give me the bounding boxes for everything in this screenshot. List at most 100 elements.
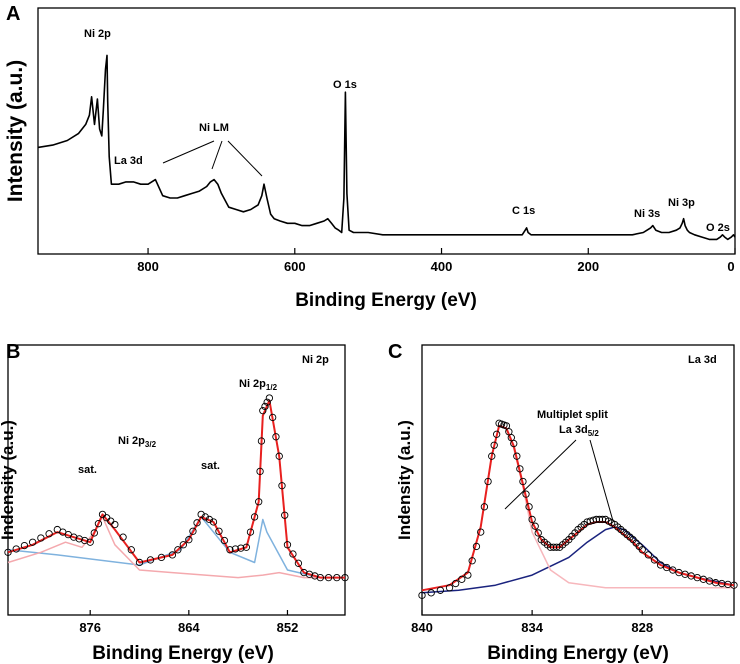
panel-c-data-point (528, 515, 536, 524)
panel-c-xtick-label: 834 (521, 620, 543, 635)
panel-c-data-point (436, 586, 445, 594)
panel-b-data-point (86, 538, 94, 546)
panel-b-data-point (283, 541, 292, 549)
panel-c-data-point (513, 452, 521, 460)
label-la3d: La 3d (114, 155, 143, 167)
panel-c-xlabel: Binding Energy (eV) (487, 643, 669, 664)
panel-c-data-point (519, 477, 527, 486)
panel-c-ylabel: Indensity (a.u.) (395, 420, 414, 540)
panel-b-data-point (215, 527, 223, 535)
ni-lm-pointer-2 (211, 140, 223, 170)
panel-b-data-point (259, 407, 267, 415)
label-la3d52-main: La 3d (559, 424, 588, 436)
panel-b-data-point (185, 536, 193, 544)
panel-b-data-point (168, 551, 177, 559)
panel-b-title: Ni 2p (302, 354, 329, 366)
panel-c-data-point (638, 546, 646, 554)
panel-c-data-point (730, 581, 738, 589)
panel-b-xtick-label: 864 (178, 620, 200, 635)
panel-c-data-point (656, 561, 665, 569)
panel-b-ni2p-chart: 876 864 852 Binding Energy (eV) Indensity … (0, 344, 349, 664)
panel-a-ticks: 800 600 400 200 0 (137, 248, 736, 274)
label-la3d52: La 3d5/2 (559, 424, 599, 438)
panel-b-data-point (20, 541, 29, 550)
panel-b-xlabel: Binding Energy (eV) (92, 643, 274, 664)
panel-b-letter: B (6, 341, 20, 363)
panel-c-data-point (418, 591, 426, 599)
panel-c-series-experimental (418, 419, 738, 599)
panel-b-data-point (81, 536, 89, 545)
panel-b-data-point (255, 498, 263, 506)
panel-b-ticks: 876 864 852 (79, 610, 298, 635)
panel-b-data-point (205, 515, 214, 524)
label-b-sat-1: sat. (78, 464, 97, 476)
panel-c-data-point (650, 556, 659, 564)
panel-b-data-point (324, 573, 333, 582)
label-o1s: O 1s (333, 79, 357, 91)
panel-c-data-point (477, 528, 485, 536)
ni-lm-pointer-3 (227, 140, 263, 177)
panel-b-data-point (146, 556, 155, 564)
panel-c-data-point (484, 477, 492, 486)
panel-b-data-point (135, 558, 144, 567)
panel-b-data-point (127, 546, 135, 554)
panel-c-data-point (522, 490, 530, 498)
label-ni3p: Ni 3p (668, 197, 695, 209)
panel-b-data-point (231, 545, 240, 553)
panel-b-data-point (272, 433, 280, 441)
panel-b-data-point (281, 511, 289, 519)
panel-c-data-point (669, 566, 677, 574)
panel-c-data-point (480, 503, 489, 511)
panel-c-series (418, 419, 738, 599)
panel-b-data-point (70, 533, 78, 541)
panel-b-data-point (12, 545, 20, 553)
panel-a-letter: A (6, 3, 20, 25)
panel-c-data-point (451, 579, 460, 588)
panel-a-ylabel: Intensity (a.u.) (4, 60, 27, 202)
label-ni2p12: Ni 2p1/2 (239, 378, 278, 392)
panel-b-data-point (257, 437, 266, 445)
panel-b-data-point (174, 546, 182, 554)
label-multiplet-split: Multiplet split (537, 409, 608, 421)
panel-b-data-point (341, 573, 349, 582)
panel-c-data-point (468, 557, 476, 565)
multiplet-pointer-2 (589, 439, 614, 522)
panel-c-data-point (427, 589, 435, 597)
panel-b-data-point (209, 518, 218, 526)
panel-c-data-point (510, 439, 518, 448)
panel-b-data-point (193, 519, 201, 527)
panel-c-data-point (516, 465, 524, 473)
panel-b-data-point (45, 530, 53, 538)
panel-b-data-point (263, 398, 271, 406)
panel-c-series-component-fit (421, 425, 734, 592)
panel-b-data-point (179, 541, 187, 549)
label-ni2p32-main: Ni 2p (118, 435, 145, 447)
panel-c-la3d-chart: 840 834 828 Binding Energy (eV) Indensity … (395, 344, 738, 664)
panel-b-data-point (265, 394, 274, 402)
label-ni2p32: Ni 2p3/2 (118, 435, 157, 449)
panel-a-frame (37, 7, 736, 255)
panel-b-data-point (220, 536, 229, 545)
label-b-sat-2: sat. (201, 460, 220, 472)
multiplet-pointer-1 (504, 439, 577, 510)
panel-b-data-point (333, 573, 341, 582)
panel-c-data-point (458, 575, 466, 583)
panel-b-data-point (119, 533, 127, 541)
panel-b-series-background (7, 516, 345, 579)
panel-b-data-point (4, 548, 12, 556)
panel-b-data-point (237, 544, 245, 552)
panel-a-xtick-label: 0 (727, 259, 734, 274)
panel-b-data-point (275, 452, 283, 460)
panel-b-series (4, 394, 349, 582)
panel-c-letter: C (388, 341, 402, 363)
panel-b-data-point (316, 573, 324, 582)
panel-a-xtick-label: 800 (137, 259, 159, 274)
panel-b-data-point (246, 528, 255, 536)
panel-b-data-point (256, 467, 264, 476)
panel-b-data-point (201, 513, 209, 521)
panel-a-xlabel: Binding Energy (eV) (295, 290, 477, 311)
panel-a-series (37, 54, 736, 241)
panel-b-data-point (250, 513, 259, 521)
panel-b-data-point (300, 568, 308, 577)
panel-b-data-point (75, 535, 83, 543)
